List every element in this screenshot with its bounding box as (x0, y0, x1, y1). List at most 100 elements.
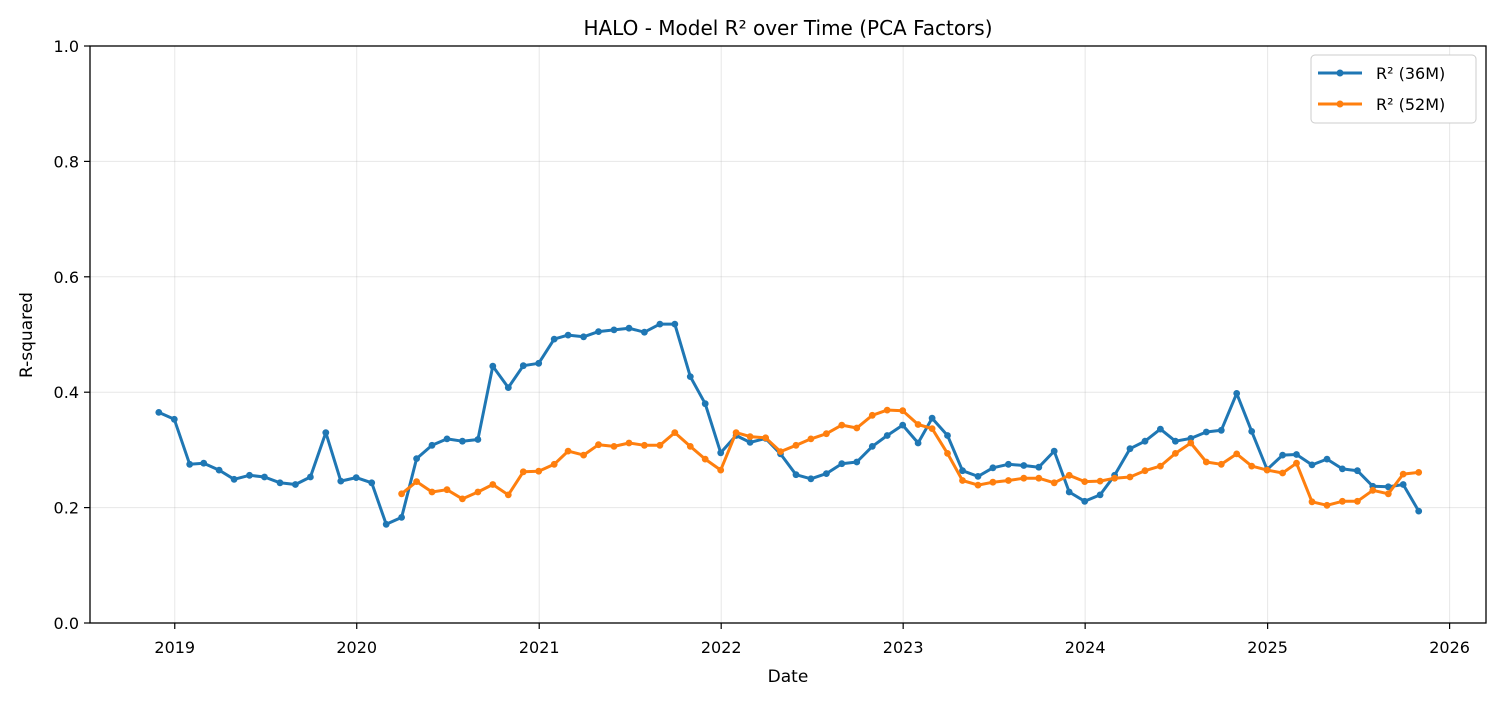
data-point (246, 471, 253, 479)
data-point (959, 477, 966, 484)
data-point (1323, 455, 1331, 463)
data-point (459, 495, 466, 503)
data-point (899, 421, 907, 429)
data-point (170, 415, 178, 423)
data-point (1141, 467, 1149, 475)
data-point (625, 439, 633, 447)
data-point (914, 439, 922, 447)
data-point (398, 490, 405, 498)
data-point (1187, 439, 1195, 447)
data-point (1415, 469, 1423, 476)
data-point (1020, 474, 1028, 482)
data-point (853, 424, 861, 432)
x-tick-label: 2020 (336, 638, 377, 657)
data-point (564, 447, 572, 455)
data-point (868, 443, 876, 450)
legend: R² (36M) R² (52M) (1310, 54, 1477, 124)
data-point (1050, 479, 1058, 487)
data-point (732, 429, 740, 436)
data-point (1354, 497, 1361, 505)
data-point (535, 467, 543, 475)
data-point (1248, 428, 1256, 435)
data-point (1081, 497, 1089, 505)
data-point (519, 362, 527, 370)
data-point (746, 433, 754, 440)
x-tick-label: 2019 (154, 638, 195, 657)
data-point (838, 421, 846, 429)
data-point (1354, 467, 1361, 475)
data-point (564, 331, 572, 339)
data-point (1263, 466, 1271, 474)
y-tick-label: 1.0 (54, 37, 79, 56)
data-point (368, 479, 376, 487)
data-point (1233, 450, 1241, 458)
data-point (428, 488, 436, 496)
data-point (625, 324, 633, 332)
data-point (959, 467, 966, 475)
data-point (762, 434, 769, 442)
x-axis-title: Date (768, 667, 809, 687)
data-point (413, 478, 420, 485)
plot-frame (89, 45, 1487, 624)
data-point (686, 373, 694, 380)
data-point (1096, 491, 1104, 499)
data-point (823, 470, 830, 477)
x-axis-ticks: 2019 2020 2021 2022 2023 2024 2025 2026 (154, 623, 1470, 657)
data-point (200, 459, 208, 467)
data-point (580, 451, 587, 459)
data-point (1384, 483, 1392, 491)
y-axis-title: R-squared (17, 292, 37, 378)
data-point (610, 443, 618, 450)
data-point (307, 473, 314, 481)
data-point (1293, 459, 1300, 467)
data-point (899, 407, 907, 415)
data-point (595, 328, 602, 335)
data-point (1157, 425, 1164, 433)
legend-label-r2-52m: R² (52M) (1376, 95, 1445, 114)
data-point (504, 384, 512, 391)
data-point (595, 441, 602, 449)
x-tick-label: 2025 (1247, 638, 1288, 657)
data-point (459, 437, 466, 445)
data-point (1172, 437, 1179, 445)
data-point (807, 475, 815, 483)
y-tick-label: 0.6 (54, 268, 79, 287)
data-point (989, 464, 997, 472)
data-point (641, 441, 648, 449)
data-point (1384, 490, 1392, 498)
data-point (337, 477, 345, 485)
data-point (1172, 450, 1179, 457)
data-point (883, 432, 891, 439)
x-tick-label: 2024 (1065, 638, 1106, 657)
data-point (261, 473, 268, 481)
data-point (853, 458, 861, 466)
data-point (382, 520, 390, 528)
data-point (686, 443, 694, 450)
data-point (1111, 474, 1118, 482)
data-point (792, 441, 800, 449)
data-point (1339, 465, 1346, 473)
data-point (1202, 458, 1210, 466)
data-point (550, 460, 558, 468)
data-point (944, 432, 951, 439)
data-point (974, 473, 982, 480)
x-tick-label: 2023 (883, 638, 924, 657)
data-point (322, 429, 330, 436)
data-point (701, 400, 709, 408)
legend-label-r2-36m: R² (36M) (1376, 64, 1445, 83)
data-point (1020, 462, 1028, 469)
data-point (352, 474, 360, 481)
data-point (1141, 437, 1149, 445)
data-point (1005, 460, 1012, 468)
series-r-52m (398, 406, 1423, 509)
data-point (1399, 481, 1407, 488)
data-point (1339, 497, 1346, 505)
data-point (504, 491, 512, 499)
data-point (1233, 390, 1241, 397)
data-point (883, 406, 891, 414)
data-point (292, 481, 299, 488)
y-tick-label: 0.4 (54, 383, 79, 402)
data-point (701, 455, 709, 463)
data-point (1293, 451, 1300, 458)
